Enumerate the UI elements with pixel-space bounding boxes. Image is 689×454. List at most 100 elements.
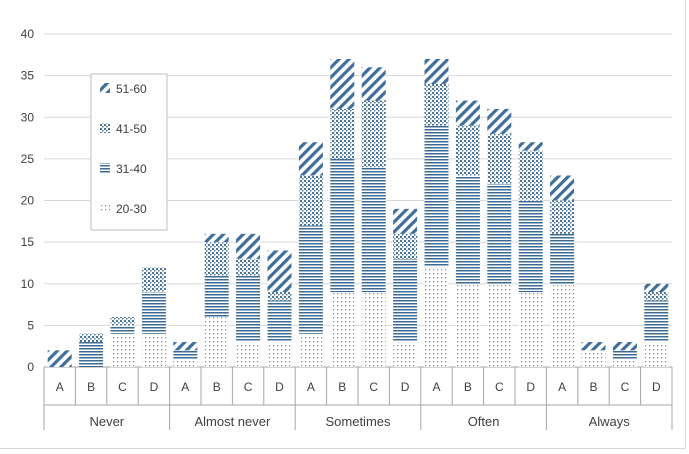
bar-segment-31-40 [612,350,637,359]
bar-segment-41-50 [204,242,229,276]
bar-segment-41-50 [236,258,261,276]
x-category-label: C [495,380,504,394]
bar-segment-41-50 [393,233,418,259]
bar-segment-20-30 [173,358,198,367]
y-tick-label: 25 [21,152,35,166]
bar-segment-51-60 [455,100,480,126]
bar-segment-31-40 [141,292,166,334]
legend-swatch-41-50 [100,123,110,133]
bar-segment-41-50 [361,100,386,168]
bar-segment-20-30 [612,358,637,367]
bar-segment-20-30 [298,333,323,367]
bar-segment-41-50 [644,292,669,301]
y-tick-label: 30 [21,110,35,124]
x-group-label: Always [589,414,631,429]
legend-swatch-51-60 [100,83,110,93]
bar-segment-31-40 [267,300,292,343]
x-category-label: C [369,380,378,394]
x-category-label: D [401,380,410,394]
bar-segment-51-60 [173,342,198,351]
bar-segment-31-40 [173,350,198,359]
x-category-label: C [244,380,253,394]
bar-segment-51-60 [47,350,72,367]
y-tick-label: 15 [21,235,35,249]
bar-segment-20-30 [141,333,166,367]
x-category-label: D [275,380,284,394]
bar-segment-51-60 [518,142,543,151]
legend-swatch-31-40 [100,163,110,173]
bar-segment-41-50 [424,83,449,126]
x-group-label: Often [468,414,500,429]
bar-segment-31-40 [204,275,229,318]
bar-segment-20-30 [424,267,449,367]
legend-label: 41-50 [116,122,147,136]
bar-segment-31-40 [644,300,669,343]
bar-segment-41-50 [141,267,166,293]
bar-segment-51-60 [330,58,355,109]
legend-label: 20-30 [116,202,147,216]
x-group-label: Never [89,414,124,429]
bar-segment-31-40 [487,183,512,284]
x-category-label: D [150,380,159,394]
bar-segment-51-60 [298,142,323,176]
bar-segment-41-50 [298,175,323,226]
x-axis: A B C D A B C D A B C D A B C D A B C D Never Almost never Som… [43,367,673,430]
bar-segment-20-30 [267,342,292,367]
bar-segment-51-60 [393,208,418,234]
x-category-label: A [432,380,440,394]
legend-swatch-20-30 [100,203,110,213]
bar-segment-20-30 [393,342,418,367]
bar-segment-41-50 [110,317,135,326]
bar-segment-41-50 [550,200,575,234]
y-tick-label: 40 [21,27,35,41]
bar-segment-31-40 [393,258,418,343]
bar-segment-51-60 [550,175,575,201]
legend-label: 51-60 [116,82,147,96]
bar-segment-51-60 [204,233,229,243]
x-category-label: C [118,380,127,394]
x-category-label: B [589,380,597,394]
y-tick-label: 0 [27,360,34,374]
bar-segment-20-30 [518,292,543,367]
bar-segment-31-40 [236,275,261,343]
bar-segment-31-40 [424,125,449,268]
x-category-label: D [652,380,661,394]
x-category-label: C [621,380,630,394]
bar-segment-31-40 [298,225,323,334]
x-category-label: B [87,380,95,394]
x-category-label: A [181,380,189,394]
bar-segment-51-60 [236,233,261,259]
x-group-label: Almost never [194,414,271,429]
bars [47,58,669,367]
bar-segment-51-60 [612,342,637,351]
bar-segment-51-60 [424,58,449,84]
legend: 51-60 41-50 31-40 20-30 [90,73,168,231]
bar-segment-20-30 [581,350,606,367]
bar-segment-31-40 [110,325,135,334]
bar-segment-51-60 [581,342,606,351]
bar-segment-41-50 [487,133,512,184]
bar-segment-20-30 [487,283,512,367]
bar-segment-41-50 [330,108,355,159]
bar-segment-31-40 [330,158,355,293]
y-tick-label: 35 [21,69,35,83]
bar-segment-51-60 [644,283,669,293]
bar-segment-51-60 [361,67,386,101]
bar-segment-51-60 [487,108,512,134]
bar-segment-41-50 [518,150,543,201]
bar-segment-41-50 [79,333,104,343]
y-tick-label: 5 [27,318,34,332]
bar-segment-20-30 [644,342,669,367]
bar-segment-31-40 [455,175,480,284]
x-category-label: B [338,380,346,394]
bar-segment-20-30 [361,292,386,367]
y-axis-ticks: 0 5 10 15 20 25 30 35 40 [21,27,35,374]
bar-segment-20-30 [204,317,229,367]
bar-segment-31-40 [79,342,104,367]
bar-segment-31-40 [361,167,386,293]
legend-label: 31-40 [116,162,147,176]
x-category-label: D [526,380,535,394]
bar-segment-41-50 [267,292,292,301]
x-category-label: B [464,380,472,394]
bar-segment-31-40 [550,233,575,284]
